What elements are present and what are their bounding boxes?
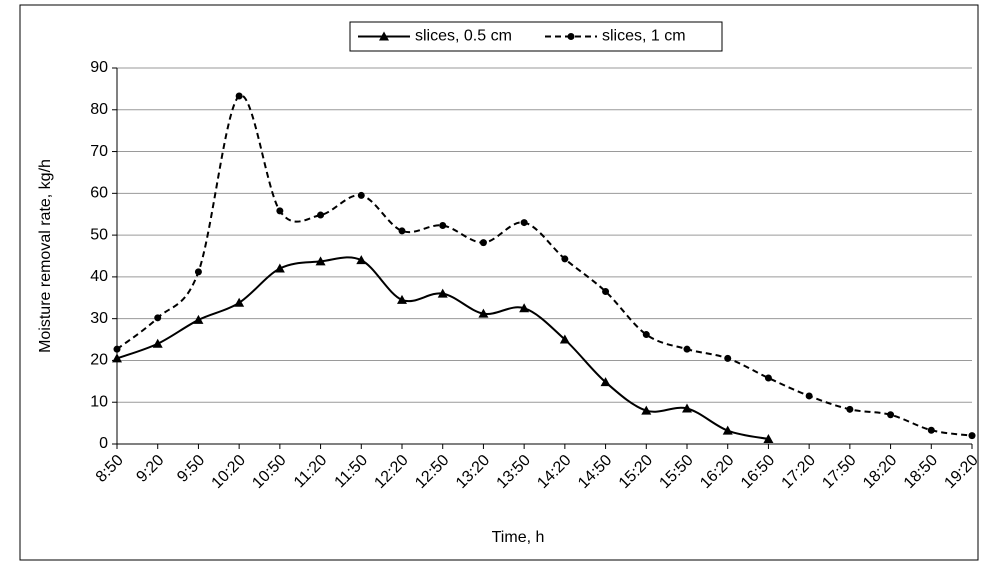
marker xyxy=(927,426,935,434)
marker xyxy=(887,411,895,419)
marker xyxy=(152,338,163,348)
marker xyxy=(154,314,162,322)
marker xyxy=(846,405,854,413)
y-tick-label: 30 xyxy=(90,310,108,327)
marker xyxy=(724,354,732,362)
y-tick-label: 60 xyxy=(90,185,108,202)
marker xyxy=(478,308,489,318)
x-axis-title: Time, h xyxy=(492,529,545,546)
marker xyxy=(193,314,204,324)
marker xyxy=(397,294,407,304)
marker xyxy=(682,403,692,413)
marker xyxy=(357,191,365,199)
y-tick-label: 80 xyxy=(90,101,108,118)
marker xyxy=(559,334,570,344)
y-tick-label: 90 xyxy=(90,59,108,76)
marker xyxy=(194,268,202,276)
y-tick-label: 70 xyxy=(90,143,108,160)
legend-label: slices, 0.5 cm xyxy=(415,28,512,45)
marker xyxy=(379,31,389,41)
y-tick-label: 40 xyxy=(90,268,108,285)
y-tick-label: 20 xyxy=(90,352,108,369)
y-tick-label: 0 xyxy=(99,435,108,452)
marker xyxy=(235,92,243,100)
marker xyxy=(356,255,367,265)
chart-frame xyxy=(19,4,979,561)
marker xyxy=(567,33,575,40)
marker xyxy=(561,255,569,263)
marker xyxy=(722,425,733,435)
marker xyxy=(600,377,611,387)
marker xyxy=(968,432,976,440)
marker xyxy=(234,297,245,307)
marker xyxy=(315,256,326,266)
y-axis-title: Moisture removal rate, kg/h xyxy=(37,159,54,353)
marker xyxy=(113,345,121,353)
marker xyxy=(764,374,772,382)
marker xyxy=(763,433,774,443)
marker xyxy=(276,207,284,215)
legend-label: slices, 1 cm xyxy=(602,28,686,45)
marker xyxy=(641,405,652,415)
marker xyxy=(519,303,530,313)
legend: slices, 0.5 cm slices, 1 cm xyxy=(349,21,723,52)
marker xyxy=(479,239,487,247)
marker xyxy=(437,288,448,298)
marker xyxy=(398,227,406,235)
marker xyxy=(112,353,122,363)
marker xyxy=(274,263,285,273)
y-tick-label: 10 xyxy=(90,393,108,410)
legend-box xyxy=(349,21,723,52)
marker xyxy=(317,211,325,219)
marker xyxy=(520,219,528,227)
marker xyxy=(642,331,650,339)
marker xyxy=(439,222,447,230)
marker xyxy=(602,288,610,296)
y-tick-label: 50 xyxy=(90,226,108,243)
marker xyxy=(683,345,691,353)
marker xyxy=(805,392,813,400)
